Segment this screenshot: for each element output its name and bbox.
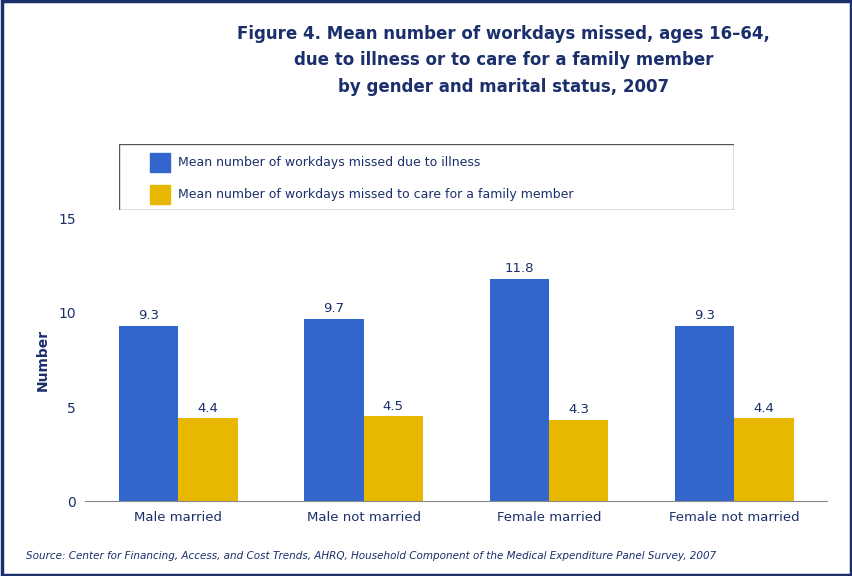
Text: 9.7: 9.7 (323, 302, 344, 315)
Text: 4.3: 4.3 (567, 403, 589, 416)
Text: 4.4: 4.4 (198, 401, 218, 415)
Bar (150, 185, 170, 204)
Bar (119, 326, 178, 501)
Bar (363, 416, 423, 501)
Text: 9.3: 9.3 (694, 309, 714, 323)
Text: Source: Center for Financing, Access, and Cost Trends, AHRQ, Household Component: Source: Center for Financing, Access, an… (26, 551, 715, 561)
Text: 4.5: 4.5 (383, 400, 403, 412)
Text: Mean number of workdays missed due to illness: Mean number of workdays missed due to il… (178, 156, 481, 169)
Text: Figure 4. Mean number of workdays missed, ages 16–64,
due to illness or to care : Figure 4. Mean number of workdays missed… (237, 25, 769, 96)
Y-axis label: Number: Number (36, 329, 49, 391)
Text: 11.8: 11.8 (504, 262, 533, 275)
Bar (549, 420, 607, 501)
Bar (304, 319, 363, 501)
Bar (150, 153, 170, 172)
Text: Mean number of workdays missed to care for a family member: Mean number of workdays missed to care f… (178, 188, 573, 201)
FancyBboxPatch shape (119, 144, 733, 210)
Bar (178, 418, 238, 501)
Text: 9.3: 9.3 (138, 309, 159, 323)
Bar (734, 418, 792, 501)
Bar (489, 279, 549, 501)
Bar (674, 326, 734, 501)
Text: 4.4: 4.4 (752, 401, 774, 415)
